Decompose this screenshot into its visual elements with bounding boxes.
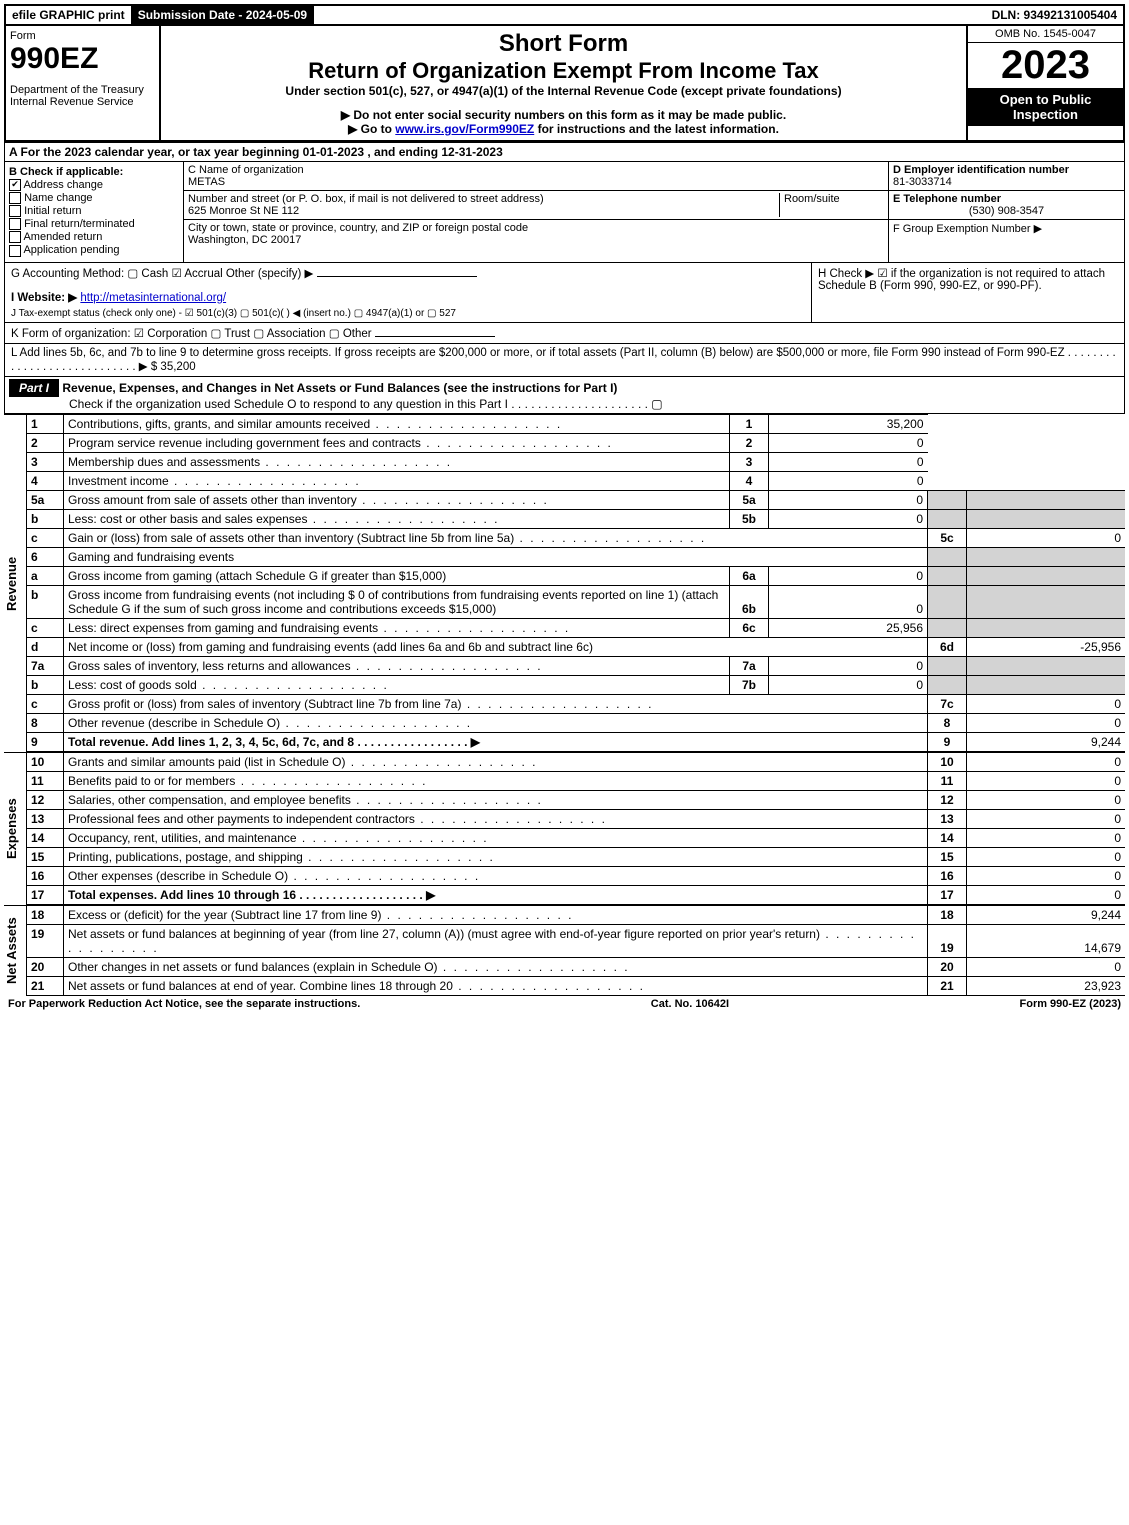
part-i-label: Part I — [9, 379, 59, 397]
omb-number: OMB No. 1545-0047 — [968, 26, 1123, 43]
line-19: 19Net assets or fund balances at beginni… — [27, 924, 1125, 957]
form-of-organization: K Form of organization: ☑ Corporation ▢ … — [4, 323, 1125, 344]
address-value: 625 Monroe St NE 112 — [188, 205, 779, 217]
row-g-h: G Accounting Method: ▢ Cash ☑ Accrual Ot… — [4, 263, 1125, 323]
revenue-section: Revenue 1Contributions, gifts, grants, a… — [4, 414, 1125, 752]
check-name-change[interactable] — [9, 192, 21, 204]
box-def: D Employer identification number 81-3033… — [889, 162, 1124, 262]
section-a-tax-year: A For the 2023 calendar year, or tax yea… — [4, 142, 1125, 162]
telephone-label: E Telephone number — [893, 193, 1001, 205]
expenses-section: Expenses 10Grants and similar amounts pa… — [4, 752, 1125, 905]
line-15: 15Printing, publications, postage, and s… — [27, 847, 1125, 866]
tax-exempt-status: J Tax-exempt status (check only one) - ☑… — [11, 308, 805, 319]
room-suite-label: Room/suite — [779, 193, 884, 217]
line-7b: bLess: cost of goods sold7b0 — [27, 675, 1125, 694]
open-public-inspection: Open to Public Inspection — [968, 88, 1123, 126]
accounting-method: G Accounting Method: ▢ Cash ☑ Accrual Ot… — [11, 268, 313, 280]
website-link[interactable]: http://metasinternational.org/ — [80, 292, 226, 304]
part-i-header-row: Part I Revenue, Expenses, and Changes in… — [4, 377, 1125, 414]
label-final-return: Final return/terminated — [24, 218, 135, 230]
part-i-check-line: Check if the organization used Schedule … — [69, 397, 663, 411]
line-4: 4Investment income40 — [27, 471, 1125, 490]
check-address-change[interactable] — [9, 179, 21, 191]
line-7a: 7aGross sales of inventory, less returns… — [27, 656, 1125, 675]
side-label-expenses: Expenses — [4, 752, 27, 905]
subtitle: Under section 501(c), 527, or 4947(a)(1)… — [165, 84, 962, 98]
short-form-title: Short Form — [165, 30, 962, 58]
net-assets-section: Net Assets 18Excess or (deficit) for the… — [4, 905, 1125, 996]
group-exemption: F Group Exemption Number ▶ — [889, 220, 1124, 237]
box-b: B Check if applicable: Address change Na… — [5, 162, 184, 262]
paperwork-notice: For Paperwork Reduction Act Notice, see … — [8, 998, 360, 1010]
box-c: C Name of organization METAS Number and … — [184, 162, 889, 262]
irs-link[interactable]: www.irs.gov/Form990EZ — [395, 122, 534, 136]
ein-label: D Employer identification number — [893, 164, 1069, 176]
page-footer: For Paperwork Reduction Act Notice, see … — [4, 996, 1125, 1012]
top-bar: efile GRAPHIC print Submission Date - 20… — [4, 4, 1125, 26]
line-6a: aGross income from gaming (attach Schedu… — [27, 566, 1125, 585]
efile-print-button[interactable]: efile GRAPHIC print — [6, 6, 132, 24]
line-1: 1Contributions, gifts, grants, and simil… — [27, 414, 1125, 433]
dln: DLN: 93492131005404 — [986, 6, 1123, 24]
line-2: 2Program service revenue including gover… — [27, 433, 1125, 452]
line-11: 11Benefits paid to or for members110 — [27, 771, 1125, 790]
line-21: 21Net assets or fund balances at end of … — [27, 976, 1125, 995]
box-b-label: B Check if applicable: — [9, 166, 123, 178]
form-word: Form — [10, 30, 155, 42]
label-address-change: Address change — [23, 179, 103, 191]
line-6b: bGross income from fundraising events (n… — [27, 585, 1125, 618]
label-application-pending: Application pending — [23, 244, 119, 256]
line-9: 9Total revenue. Add lines 1, 2, 3, 4, 5c… — [27, 732, 1125, 751]
line-8: 8Other revenue (describe in Schedule O)8… — [27, 713, 1125, 732]
label-name-change: Name change — [24, 192, 93, 204]
check-application-pending[interactable] — [9, 245, 21, 257]
catalog-number: Cat. No. 10642I — [651, 998, 729, 1010]
entity-info-grid: B Check if applicable: Address change Na… — [4, 162, 1125, 263]
label-amended-return: Amended return — [23, 231, 102, 243]
website-label: I Website: ▶ — [11, 292, 77, 304]
line-20: 20Other changes in net assets or fund ba… — [27, 957, 1125, 976]
city-label: City or town, state or province, country… — [188, 222, 884, 234]
line-5b: bLess: cost or other basis and sales exp… — [27, 509, 1125, 528]
check-final-return[interactable] — [9, 218, 21, 230]
line-6c: cLess: direct expenses from gaming and f… — [27, 618, 1125, 637]
side-label-net-assets: Net Assets — [4, 905, 27, 996]
submission-date: Submission Date - 2024-05-09 — [132, 6, 314, 24]
side-label-revenue: Revenue — [4, 414, 27, 752]
city-value: Washington, DC 20017 — [188, 234, 884, 246]
schedule-b-check: H Check ▶ ☑ if the organization is not r… — [812, 263, 1124, 322]
check-initial-return[interactable] — [9, 205, 21, 217]
telephone-value: (530) 908-3547 — [893, 205, 1120, 217]
return-title: Return of Organization Exempt From Incom… — [165, 58, 962, 84]
line-3: 3Membership dues and assessments30 — [27, 452, 1125, 471]
line-5a: 5aGross amount from sale of assets other… — [27, 490, 1125, 509]
line-5c: cGain or (loss) from sale of assets othe… — [27, 528, 1125, 547]
part-i-title: Revenue, Expenses, and Changes in Net As… — [62, 381, 617, 395]
gross-receipts-line-l: L Add lines 5b, 6c, and 7b to line 9 to … — [4, 344, 1125, 377]
org-name-label: C Name of organization — [188, 164, 884, 176]
check-amended-return[interactable] — [9, 231, 21, 243]
line-13: 13Professional fees and other payments t… — [27, 809, 1125, 828]
form-number: 990EZ — [10, 42, 155, 76]
line-k-text: K Form of organization: ☑ Corporation ▢ … — [11, 328, 372, 340]
tax-year: 2023 — [968, 43, 1123, 88]
line-7c: cGross profit or (loss) from sales of in… — [27, 694, 1125, 713]
line-6: 6Gaming and fundraising events — [27, 547, 1125, 566]
department: Department of the Treasury Internal Reve… — [10, 84, 155, 108]
org-name: METAS — [188, 176, 884, 188]
line-6d: dNet income or (loss) from gaming and fu… — [27, 637, 1125, 656]
ssn-note: ▶ Do not enter social security numbers o… — [165, 108, 962, 122]
line-12: 12Salaries, other compensation, and empl… — [27, 790, 1125, 809]
line-18: 18Excess or (deficit) for the year (Subt… — [27, 905, 1125, 924]
line-14: 14Occupancy, rent, utilities, and mainte… — [27, 828, 1125, 847]
line-17: 17Total expenses. Add lines 10 through 1… — [27, 885, 1125, 904]
form-header: Form 990EZ Department of the Treasury In… — [4, 26, 1125, 142]
address-label: Number and street (or P. O. box, if mail… — [188, 193, 779, 205]
form-id-footer: Form 990-EZ (2023) — [1020, 998, 1121, 1010]
label-initial-return: Initial return — [24, 205, 81, 217]
ein-value: 81-3033714 — [893, 176, 952, 188]
line-16: 16Other expenses (describe in Schedule O… — [27, 866, 1125, 885]
line-10: 10Grants and similar amounts paid (list … — [27, 752, 1125, 771]
instructions-note: ▶ Go to www.irs.gov/Form990EZ for instru… — [165, 122, 962, 136]
